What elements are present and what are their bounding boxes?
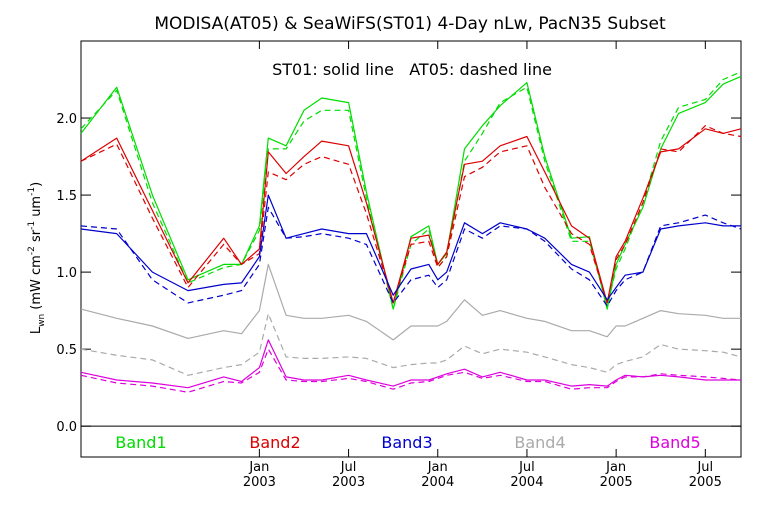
ylabel-sup-c: -1 bbox=[27, 187, 37, 196]
legend-label-0: Band1 bbox=[115, 433, 166, 452]
ylabel-close: ) bbox=[29, 182, 44, 187]
series-line-3-dashed bbox=[80, 125, 742, 304]
x-tick-month-1: Jul bbox=[340, 460, 357, 475]
series-line-4-solid bbox=[80, 194, 741, 301]
x-tick-month-2: Jan bbox=[427, 460, 448, 475]
x-tick-year-3: 2004 bbox=[510, 475, 543, 490]
series-line-5-dashed bbox=[80, 206, 742, 307]
x-tick-year-4: 2005 bbox=[600, 475, 633, 490]
chart-subtitle: ST01: solid line AT05: dashed line bbox=[272, 60, 552, 79]
x-tick-month-3: Jul bbox=[518, 460, 535, 475]
legend-label-4: Band3 bbox=[381, 433, 432, 452]
x-tick-year-0: 2003 bbox=[243, 475, 276, 490]
x-tick-year-1: 2003 bbox=[332, 475, 365, 490]
ylabel-sub: wn bbox=[37, 314, 47, 327]
series-line-2-solid bbox=[80, 128, 742, 304]
series-line-1-dashed bbox=[80, 71, 742, 310]
x-tick-month-5: Jul bbox=[696, 460, 713, 475]
x-tick-year-5: 2005 bbox=[689, 475, 722, 490]
y-tick-label-2: 1.0 bbox=[56, 266, 77, 281]
legend-label-8: Band5 bbox=[649, 433, 700, 452]
series-line-9-dashed bbox=[80, 348, 742, 393]
plot-frame bbox=[80, 40, 742, 458]
x-tick-month-0: Jan bbox=[248, 460, 269, 475]
series-line-8-solid bbox=[80, 339, 741, 389]
y-axis-label: Lwn (mW cm-2 sr-1 um-1) bbox=[27, 182, 47, 334]
legend-label-2: Band2 bbox=[249, 433, 300, 452]
y-tick-label-1: 0.5 bbox=[56, 343, 77, 358]
ylabel-base: L bbox=[29, 326, 44, 334]
y-tick-label-0: 0.0 bbox=[56, 420, 77, 435]
y-tick-label-3: 1.5 bbox=[56, 189, 77, 204]
series-line-0-solid bbox=[80, 75, 742, 310]
ylabel-sup-b: -1 bbox=[27, 221, 37, 230]
x-tick-year-2: 2004 bbox=[421, 475, 454, 490]
y-tick-label-4: 2.0 bbox=[56, 112, 77, 127]
ylabel-units-a: (mW cm bbox=[29, 255, 44, 310]
legend-label-6: Band4 bbox=[514, 433, 565, 452]
ylabel-sup-a: -2 bbox=[27, 246, 37, 255]
series-line-6-solid bbox=[80, 263, 741, 341]
svg-text:Lwn (mW cm-2 sr-1 um-1): Lwn (mW cm-2 sr-1 um-1) bbox=[27, 182, 47, 334]
chart-title: MODISA(AT05) & SeaWiFS(ST01) 4-Day nLw, … bbox=[154, 14, 666, 34]
ylabel-units-b: sr bbox=[29, 229, 44, 246]
ylabel-units-c: um bbox=[29, 196, 44, 221]
x-tick-month-4: Jan bbox=[605, 460, 626, 475]
series-line-7-dashed bbox=[80, 313, 742, 376]
